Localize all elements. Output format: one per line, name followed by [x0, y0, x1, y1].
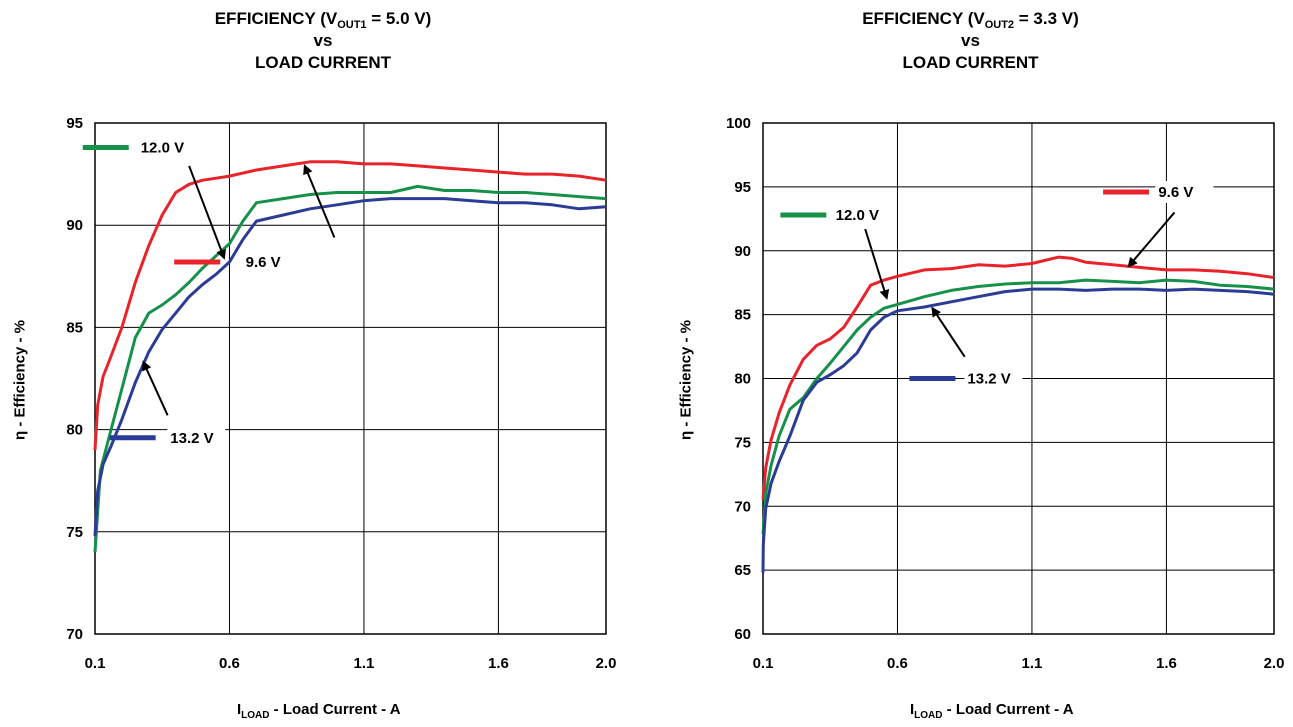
y-tick-label: 80: [66, 422, 83, 439]
y-tick-label: 80: [734, 371, 751, 388]
y-tick-label: 75: [734, 434, 751, 451]
y-tick-label: 90: [734, 243, 751, 260]
x-tick-label: 1.1: [1022, 655, 1043, 672]
series-line-12-0-v: [761, 278, 1275, 535]
x-tick-label: 1.1: [354, 655, 375, 672]
legend-label-13-2-v: 13.2 V: [967, 371, 1010, 388]
plot-frame: [94, 122, 607, 635]
legend-label-12-0-v: 12.0 V: [141, 140, 184, 157]
x-tick-label: 0.6: [219, 655, 240, 672]
annotation-arrow: [142, 360, 169, 416]
series-line-12-0-v: [93, 184, 607, 553]
x-tick-label: 2.0: [596, 655, 617, 672]
x-tick-label: 1.6: [1156, 655, 1177, 672]
legend-label-background: [964, 367, 1023, 390]
annotation-arrow: [1127, 211, 1176, 268]
series-line-9-6-v: [761, 255, 1275, 501]
y-tick-label: 95: [734, 179, 751, 196]
legend-label-background: [1155, 180, 1214, 203]
x-tick-label: 0.1: [85, 655, 106, 672]
y-tick-label: 85: [66, 319, 83, 336]
legend-label-background: [832, 203, 891, 226]
x-tick-label: 0.6: [887, 655, 908, 672]
line-chart-vout2: 0.1 0.6 1.1 1.6 2.0 60 65 70 75 80 85 90 95 100 12.0 V…: [726, 115, 1285, 672]
y-tick-label: 90: [66, 217, 83, 234]
y-tick-label: 60: [734, 626, 751, 643]
chart-title: EFFICIENCY (VOUT2 = 3.3 V) vs LOAD CURRE…: [862, 9, 1079, 72]
y-tick-label: 70: [734, 498, 751, 515]
legend-label-12-0-v: 12.0 V: [836, 207, 879, 224]
legend-label-background: [167, 426, 226, 449]
x-axis-label: ILOAD - Load Current - A: [910, 701, 1074, 721]
y-tick-label: 75: [66, 524, 83, 541]
legend-label-13-2-v: 13.2 V: [170, 430, 213, 447]
legend-label-background: [242, 250, 301, 273]
chart-panel-right: EFFICIENCY (VOUT2 = 3.3 V) vs LOAD CURRE…: [648, 0, 1293, 727]
legend-label-background: [137, 136, 196, 159]
legend-label-9-6-v: 9.6 V: [1158, 184, 1193, 201]
plot-frame: [762, 122, 1275, 635]
x-tick-label: 2.0: [1264, 655, 1285, 672]
legend-label-9-6-v: 9.6 V: [246, 254, 281, 271]
y-tick-label: 100: [726, 115, 751, 132]
y-tick-label: 65: [734, 562, 751, 579]
annotation-arrow: [303, 164, 336, 238]
x-tick-label: 1.6: [488, 655, 509, 672]
chart-panel-left: EFFICIENCY (VOUT1 = 5.0 V) vs LOAD CURRE…: [0, 0, 646, 727]
x-tick-label: 0.1: [753, 655, 774, 672]
y-tick-label: 95: [66, 115, 83, 132]
annotation-arrow: [864, 228, 890, 300]
annotation-arrow: [188, 165, 226, 260]
series-line-13-2-v: [93, 197, 607, 536]
series-line-13-2-v: [761, 287, 1275, 573]
x-axis-label: ILOAD - Load Current - A: [237, 701, 401, 721]
y-tick-label: 85: [734, 307, 751, 324]
y-tick-label: 70: [66, 626, 83, 643]
line-chart-vout1: 0.1 0.6 1.1 1.6 2.0 70 75 80 85 90 95 12.0 V 9.6 V 13…: [66, 115, 617, 672]
annotation-arrow: [931, 306, 966, 358]
series-line-9-6-v: [93, 160, 607, 451]
chart-title: EFFICIENCY (VOUT1 = 5.0 V) vs LOAD CURRE…: [214, 9, 432, 72]
